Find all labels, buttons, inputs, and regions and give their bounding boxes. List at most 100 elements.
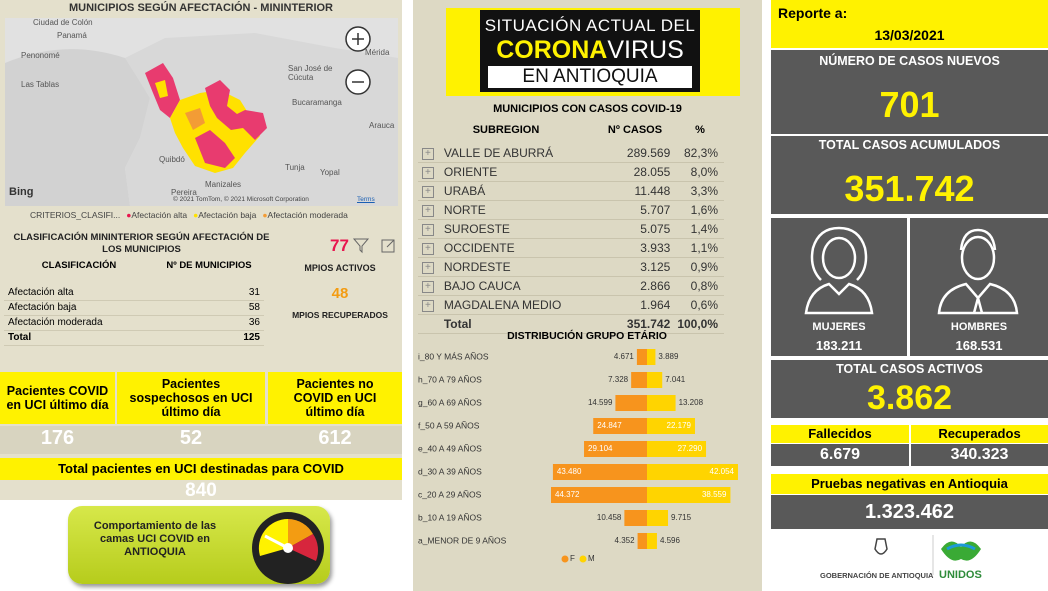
map-shapes [5, 33, 398, 206]
gender-icons [804, 226, 1019, 315]
legend-item: ●Afectación moderada [262, 210, 348, 220]
expand-button[interactable]: + [422, 167, 434, 179]
classification-table: CLASIFICACIÓN Nº DE MUNICIPIOS Afectación … [4, 260, 264, 346]
map-label: Arauca [369, 121, 395, 130]
region-moderate [185, 108, 205, 130]
value-label: 7.041 [665, 375, 686, 384]
legend-label: F [570, 554, 575, 563]
expand-button[interactable]: + [422, 224, 434, 236]
table-row: + NORDESTE 3.125 0,9% [418, 258, 724, 277]
shield-icon [874, 538, 888, 555]
table-cell: 100,0% [677, 317, 719, 331]
value-label: 3.889 [658, 352, 679, 361]
map-label: Manizales [205, 180, 242, 189]
table-cell: 82,3% [683, 146, 718, 160]
legend-item: ●Afectación baja [193, 210, 257, 220]
table-cell: 8,0% [690, 165, 718, 179]
region-low [155, 80, 168, 98]
table-row: + BAJO CAUCA 2.866 0,8% [418, 277, 724, 296]
expand-button[interactable]: + [422, 186, 434, 198]
gov-label: GOBERNACIÓN DE ANTIOQUIA [820, 571, 934, 580]
value-label: 14.599 [588, 398, 613, 407]
table-cell: ORIENTE [443, 165, 498, 179]
bar [647, 349, 656, 365]
zoom-controls [345, 26, 371, 95]
land [5, 49, 155, 206]
expand-button[interactable]: + [422, 243, 434, 255]
woman-icon [804, 226, 874, 315]
table-cell: 3.125 [640, 260, 671, 274]
table-cell: 31 [248, 287, 260, 298]
chart-title: DISTRIBUCIÓN GRUPO ETÁRIO [507, 329, 667, 342]
expand-button[interactable]: + [422, 262, 434, 274]
uci-value: 52 [179, 427, 203, 449]
expand-button[interactable]: + [422, 205, 434, 217]
uci-total-value: 840 [185, 480, 217, 501]
subregion-table: SUBREGION Nº CASOS% + VALLE DE ABURRÁ 289.56… [418, 120, 724, 334]
women-card [771, 218, 907, 356]
bar [552, 464, 647, 480]
table-cell: 1.964 [640, 298, 671, 312]
expand-button[interactable]: + [422, 300, 434, 312]
table-row: + OCCIDENTE 3.933 1,1% [418, 239, 724, 258]
table-header: CLASIFICACIÓN Nº DE MUNICIPIOS [4, 260, 264, 278]
map-label: Las Tablas [21, 80, 60, 89]
men-card [910, 218, 1048, 356]
map-terms[interactable]: Terms [357, 196, 375, 203]
table-cell: 1,6% [690, 203, 718, 217]
uci-button[interactable]: Comportamiento de las camas UCI COVID en… [68, 506, 330, 584]
value-label: 4.671 [614, 352, 635, 361]
filter-icon[interactable] [352, 238, 370, 254]
focus-icon[interactable] [381, 239, 395, 253]
map: Ciudad de Colón Panamá Penonomé Las Tabl… [5, 18, 398, 206]
table-row: + NORTE 5.707 1,6% [418, 201, 724, 220]
table-cell: 5.075 [640, 222, 671, 236]
bar [647, 441, 707, 457]
legend-label: Afectación baja [198, 210, 257, 220]
table-cell: OCCIDENTE [443, 241, 515, 255]
map-label: Bucaramanga [292, 98, 342, 107]
deaths-label: Fallecidos [771, 425, 909, 443]
recovered-label: MPIOS RECUPERADOS [292, 310, 388, 320]
recovered-value: 340.323 [911, 444, 1048, 466]
header-line2: CORONAVIRUS [480, 36, 700, 64]
expand-button[interactable]: + [422, 148, 434, 160]
table-cell: 3.933 [640, 241, 671, 255]
category-label: c_20 A 29 AÑOS [418, 489, 482, 499]
category-label: f_50 A 59 AÑOS [418, 420, 480, 430]
table-cell: 0,6% [690, 298, 718, 312]
legend-label: Afectación alta [131, 210, 188, 220]
bar [593, 418, 647, 434]
header-logo: SITUACIÓN ACTUAL DEL CORONAVIRUS EN ANTI… [480, 10, 700, 92]
report-header [771, 0, 1048, 48]
visual-icons [352, 238, 395, 254]
women-value: 183.211 [815, 338, 863, 353]
bar [631, 372, 647, 388]
legend-swatch [561, 555, 569, 563]
zoom-out[interactable] [345, 69, 371, 95]
header-virus: VIRUS [607, 36, 684, 64]
legend-title: CRITERIOS_CLASIFI... [30, 210, 121, 220]
bar [624, 510, 647, 526]
age-chart: DISTRIBUCIÓN GRUPO ETÁRIO i_80 Y MÁS AÑO… [418, 329, 738, 563]
bar [636, 349, 647, 365]
legend-label: Afectación moderada [267, 210, 348, 220]
zoom-in[interactable] [345, 26, 371, 52]
value-label: 22.179 [667, 421, 692, 430]
table-row: + MAGDALENA MEDIO 1.964 0,6% [418, 296, 724, 315]
active-cases-label: TOTAL CASOS ACTIVOS [836, 362, 983, 376]
new-cases-value: 701 [879, 84, 940, 125]
table-cell: 3,3% [690, 184, 718, 198]
uci-button-label: Comportamiento de las camas UCI COVID en… [93, 520, 217, 558]
region-high [205, 80, 267, 140]
new-cases-label: NÚMERO DE CASOS NUEVOS [819, 54, 1000, 68]
uci-value: 176 [40, 427, 75, 449]
category-label: a_MENOR DE 9 AÑOS [418, 535, 507, 545]
bar [584, 441, 647, 457]
header-corona: CORONA [496, 36, 608, 64]
expand-button[interactable]: + [422, 281, 434, 293]
legend-swatch [579, 555, 587, 563]
header-line1: SITUACIÓN ACTUAL DEL [484, 16, 696, 35]
table-cell: 0,8% [690, 279, 718, 293]
